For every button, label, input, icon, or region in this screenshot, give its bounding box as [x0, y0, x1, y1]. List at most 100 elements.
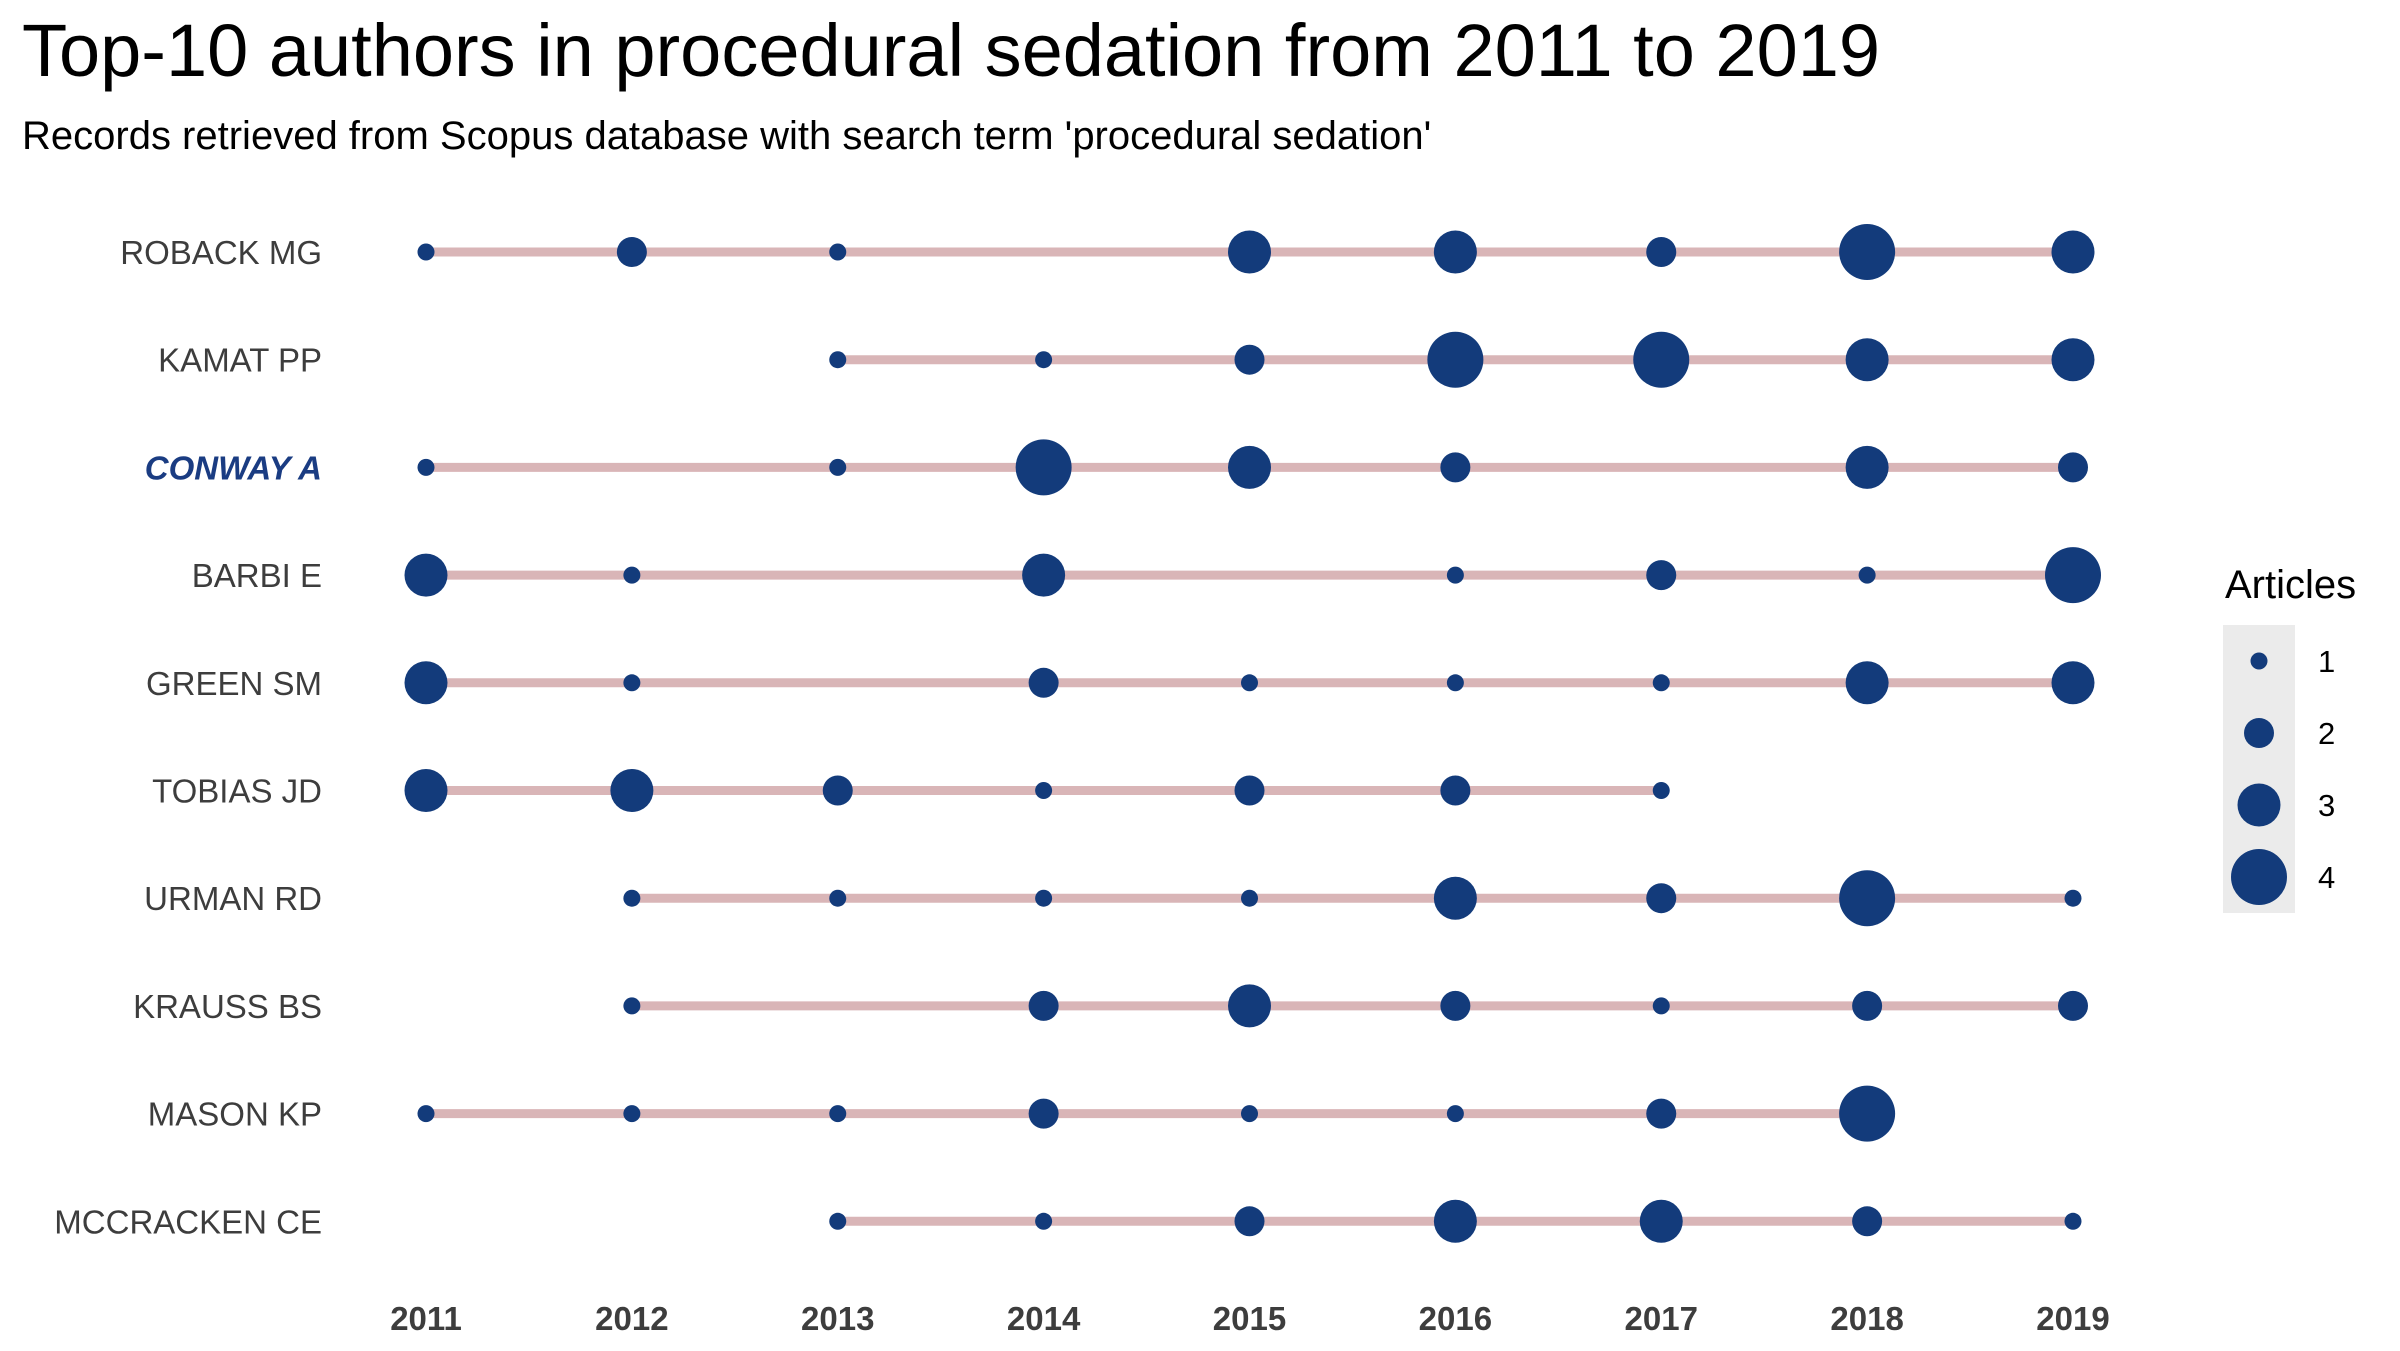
data-point — [2064, 1212, 2082, 1230]
data-point — [404, 553, 448, 597]
data-point — [623, 889, 641, 907]
data-point — [1845, 445, 1889, 489]
data-point — [1028, 990, 1059, 1021]
data-point — [417, 458, 435, 476]
data-point — [1839, 1085, 1896, 1142]
data-point — [1652, 674, 1670, 692]
data-point — [1028, 667, 1059, 698]
data-point — [1646, 560, 1677, 591]
author-label: URMAN RD — [144, 880, 322, 917]
data-point — [1633, 331, 1690, 388]
legend-key-point — [2237, 783, 2281, 827]
chart-subtitle: Records retrieved from Scopus database w… — [22, 114, 1432, 158]
data-point — [1028, 1098, 1059, 1129]
data-point — [1446, 1105, 1464, 1123]
data-point — [1440, 452, 1471, 483]
data-point — [1035, 889, 1053, 907]
author-label: ROBACK MG — [120, 234, 322, 271]
x-tick-label: 2014 — [1007, 1300, 1081, 1337]
data-point — [2051, 661, 2095, 705]
data-point — [417, 1105, 435, 1123]
data-point — [829, 1105, 847, 1123]
data-point — [610, 769, 654, 812]
data-point — [1440, 775, 1471, 806]
data-point — [1035, 782, 1053, 799]
legend-key-point — [2231, 849, 2287, 905]
data-point — [1015, 439, 1072, 496]
data-point — [1022, 553, 1066, 597]
author-label: TOBIAS JD — [152, 773, 322, 810]
data-point — [1433, 876, 1477, 920]
author-label: KAMAT PP — [158, 342, 322, 379]
data-point — [1234, 1206, 1265, 1237]
data-point — [822, 775, 853, 806]
x-tick-label: 2015 — [1213, 1300, 1286, 1337]
data-point — [1035, 351, 1053, 369]
author-label: GREEN SM — [146, 665, 322, 702]
x-tick-label: 2011 — [390, 1300, 462, 1337]
author-label: BARBI E — [192, 557, 322, 594]
data-point — [1652, 782, 1670, 799]
author-label: MCCRACKEN CE — [54, 1203, 322, 1240]
data-point — [1228, 445, 1271, 489]
legend-title: Articles — [2225, 563, 2356, 607]
data-point — [2051, 230, 2095, 274]
data-point — [1845, 338, 1889, 382]
data-point — [2058, 990, 2088, 1021]
data-point — [1433, 1199, 1477, 1243]
legend-label: 3 — [2318, 788, 2335, 823]
data-point — [2064, 889, 2082, 907]
x-tick-label: 2019 — [2036, 1300, 2109, 1337]
data-point — [2051, 338, 2095, 382]
data-point — [1852, 990, 1883, 1021]
x-tick-label: 2013 — [801, 1300, 874, 1337]
data-point — [1234, 775, 1265, 806]
data-point — [1646, 1098, 1677, 1129]
data-point — [1228, 230, 1271, 274]
data-point — [1446, 566, 1464, 584]
data-point — [1241, 889, 1258, 907]
data-point — [1241, 1105, 1258, 1123]
data-point — [1852, 1206, 1883, 1237]
data-point — [623, 674, 641, 692]
data-point — [1234, 344, 1265, 375]
data-point — [616, 237, 647, 267]
data-point — [623, 997, 641, 1015]
data-point — [1446, 674, 1464, 692]
data-point — [404, 769, 448, 812]
author-label: KRAUSS BS — [133, 988, 322, 1025]
data-point — [1433, 230, 1477, 274]
legend-key-point — [2244, 718, 2274, 748]
data-point — [1646, 237, 1677, 267]
x-tick-label: 2018 — [1830, 1300, 1903, 1337]
data-point — [1858, 566, 1876, 584]
legend-label: 1 — [2318, 644, 2335, 679]
data-point — [1035, 1212, 1053, 1230]
data-point — [2045, 547, 2101, 604]
data-point — [1440, 990, 1471, 1021]
data-point — [1652, 997, 1670, 1015]
data-point — [1427, 331, 1484, 388]
chart-title: Top-10 authors in procedural sedation fr… — [22, 9, 1881, 92]
data-point — [829, 351, 847, 369]
data-point — [829, 889, 847, 907]
data-point — [1639, 1199, 1683, 1243]
data-point — [1845, 661, 1889, 705]
data-point — [1228, 984, 1271, 1028]
x-tick-label: 2016 — [1419, 1300, 1492, 1337]
data-point — [1839, 870, 1896, 927]
legend-key-point — [2250, 652, 2268, 670]
data-point — [2058, 452, 2088, 483]
data-point — [1839, 224, 1896, 280]
data-point — [1646, 883, 1677, 914]
legend-label: 4 — [2318, 860, 2335, 895]
data-point — [623, 566, 641, 584]
x-tick-label: 2012 — [595, 1300, 668, 1337]
x-tick-label: 2017 — [1625, 1300, 1698, 1337]
data-point — [829, 1212, 847, 1230]
data-point — [404, 661, 448, 705]
data-point — [829, 243, 847, 261]
author-label: MASON KP — [148, 1096, 322, 1133]
author-label: CONWAY A — [145, 449, 322, 486]
